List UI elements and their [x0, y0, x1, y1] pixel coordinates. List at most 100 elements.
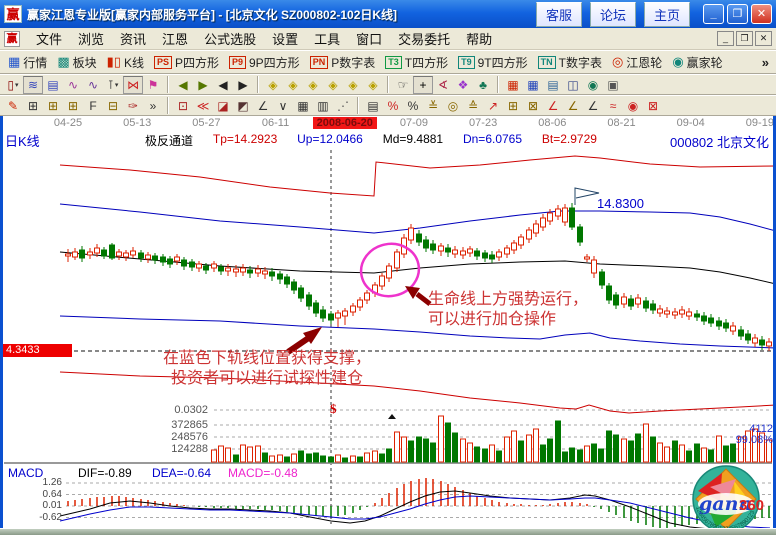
tool-icon-button[interactable]: ≙ [467, 98, 479, 113]
toolbar-button-9T四方形[interactable]: T9 9T四方形 [453, 52, 533, 73]
menu-item[interactable]: 浏览 [78, 32, 105, 47]
tool-icon-button[interactable]: % [387, 98, 399, 113]
close-button[interactable]: ✕ [751, 4, 772, 24]
title-link-2[interactable]: 主页 [643, 1, 690, 27]
tool-icon-button[interactable]: ◀ [218, 77, 228, 92]
tool-icon-button[interactable]: ⊠ [527, 98, 539, 113]
toolbar-button-江恩轮[interactable]: ◎ 江恩轮 [607, 52, 667, 73]
tool-icon-button[interactable]: F [89, 98, 97, 113]
tool-icon-button[interactable]: ◎ [447, 98, 459, 113]
tool-icon-button[interactable]: ∠ [547, 98, 559, 113]
toolbar-button-P数字表[interactable]: PN P数字表 [305, 52, 381, 73]
tool-icon-button[interactable]: ∿ [87, 77, 99, 92]
tool-icon-button[interactable]: ⊡ [177, 98, 189, 113]
toolbar-button-K线[interactable]: ▮▯ K线 [102, 52, 149, 73]
restore-button[interactable]: ❐ [727, 4, 748, 24]
tool-icon-button[interactable]: ◈ [288, 77, 298, 92]
tool-icon-button[interactable]: ▤ [367, 98, 379, 113]
tool-icon-button[interactable]: ≈ [609, 98, 617, 113]
volume-bar [467, 442, 473, 463]
menu-item[interactable]: 公式选股 [204, 32, 257, 47]
tool-icon-button[interactable]: ◩ [237, 98, 249, 113]
tool-icon-button[interactable]: ▥ [317, 98, 329, 113]
tool-icon-button[interactable]: ⊞ [507, 98, 519, 113]
tool-icon-button[interactable]: ⊟ [107, 98, 119, 113]
title-link-0[interactable]: 客服 [535, 1, 582, 27]
tool-icon-button[interactable]: ⊞ [47, 98, 59, 113]
tool-icon-button[interactable]: ⋰ [337, 98, 349, 113]
tool-icon-button[interactable]: ◈ [328, 77, 338, 92]
toolbar-button-赢家轮[interactable]: ◉ 赢家轮 [667, 52, 727, 73]
child-window-control-2[interactable]: ✕ [755, 31, 772, 46]
tool-icon-button[interactable]: ▶ [238, 77, 248, 92]
tool-icon-button[interactable]: ∨ [278, 98, 288, 113]
toolbar-button-T数字表[interactable]: TN T数字表 [533, 52, 607, 73]
tool-icon-button[interactable]: ≚ [427, 98, 439, 113]
tool-icon-button[interactable]: ◈ [368, 77, 378, 92]
tool-icon-button[interactable]: ▤ [47, 77, 59, 92]
tool-icon-button[interactable]: ◉ [587, 77, 599, 92]
tool-icon-button[interactable]: ◈ [308, 77, 318, 92]
tool-icon-button[interactable]: ▤ [547, 77, 559, 92]
tool-icon-button[interactable]: ▦ [297, 98, 309, 113]
tool-icon-button[interactable]: ↗ [487, 98, 499, 113]
tool-icon-button[interactable]: ⚑ [147, 77, 159, 92]
menu-item[interactable]: 工具 [314, 32, 341, 47]
menu-item[interactable]: 文件 [36, 32, 63, 47]
tool-icon-button[interactable]: ∠ [567, 98, 579, 113]
tool-icon-button[interactable]: ⊠ [647, 98, 659, 113]
child-window-control-0[interactable]: _ [717, 31, 734, 46]
candle-body [759, 339, 765, 346]
menu-item[interactable]: 江恩 [162, 32, 189, 47]
chart-area[interactable]: 04-25 05-13 05-27 06-11 2008-06-20 07-09 07-23… [0, 116, 776, 528]
tool-icon-button[interactable]: ✑ [127, 98, 139, 113]
tool-icon-button[interactable]: ▯ ▾ [7, 77, 19, 92]
tool-icon-button[interactable]: ▶ [198, 77, 208, 92]
menu-item[interactable]: 设置 [272, 32, 299, 47]
tool-icon-button[interactable]: ∠ [257, 98, 269, 113]
candle-body [496, 251, 502, 258]
tool-icon-button[interactable]: ✎ [7, 98, 19, 113]
tool-icon-button[interactable]: ☞ [397, 77, 409, 92]
tool-icon-button[interactable]: ◈ [348, 77, 358, 92]
child-window-control-1[interactable]: ❐ [736, 31, 753, 46]
tool-icon-button[interactable]: ⊞ [27, 98, 39, 113]
tool-icon-button[interactable]: ◀ [178, 77, 188, 92]
tool-icon-button[interactable]: ◪ [217, 98, 229, 113]
dropdown-arrow-icon[interactable]: ▾ [114, 81, 119, 89]
tool-icon-button[interactable]: % [407, 98, 419, 113]
tool-icon-button[interactable]: ≋ [23, 75, 43, 94]
chart-canvas[interactable]: gann36012345678901234567890123456 [0, 116, 776, 528]
tool-icon-button[interactable]: + [413, 75, 433, 94]
toolbar-button-板块[interactable]: ▩ 板块 [52, 52, 101, 73]
dropdown-arrow-icon[interactable]: ▾ [15, 81, 19, 89]
tool-icon-button[interactable]: ⋈ [123, 75, 143, 94]
menu-item[interactable]: 窗口 [356, 32, 383, 47]
tool-icon-button[interactable]: ❖ [457, 77, 469, 92]
tool-icon-button[interactable]: ∢ [437, 77, 449, 92]
toolbar-button-P四方形[interactable]: PS P四方形 [149, 52, 224, 73]
tool-icon-button[interactable]: ◉ [627, 98, 639, 113]
tool-icon-button[interactable]: ♣ [479, 77, 487, 92]
toolbar-more-chevron[interactable]: » [761, 54, 769, 70]
tool-icon-button[interactable]: ▣ [607, 77, 619, 92]
tool-icon-button[interactable]: » [149, 98, 157, 113]
tool-icon-button[interactable]: ⊞ [67, 98, 79, 113]
tool-icon-button[interactable]: ▦ [507, 77, 519, 92]
tool-icon-button[interactable]: ∿ [67, 77, 79, 92]
toolbar-button-行情[interactable]: ▦ 行情 [3, 52, 52, 73]
tool-icon-button[interactable]: ▦ [527, 77, 539, 92]
tool-icon-button[interactable]: ≪ [196, 98, 210, 113]
tool-icon-button[interactable]: ◫ [567, 77, 579, 92]
candle-body [72, 251, 78, 258]
toolbar-button-T四方形[interactable]: T3 T四方形 [380, 52, 453, 73]
tool-icon-button[interactable]: ∠ [587, 98, 599, 113]
tool-icon-button[interactable]: ⊺ ▾ [107, 77, 119, 92]
tool-icon-button[interactable]: ◈ [268, 77, 278, 92]
minimize-button[interactable]: _ [703, 4, 724, 24]
menu-item[interactable]: 帮助 [466, 32, 493, 47]
menu-item[interactable]: 交易委托 [398, 32, 451, 47]
toolbar-button-9P四方形[interactable]: P9 9P四方形 [224, 52, 305, 73]
menu-item[interactable]: 资讯 [120, 32, 147, 47]
title-link-1[interactable]: 论坛 [589, 1, 636, 27]
